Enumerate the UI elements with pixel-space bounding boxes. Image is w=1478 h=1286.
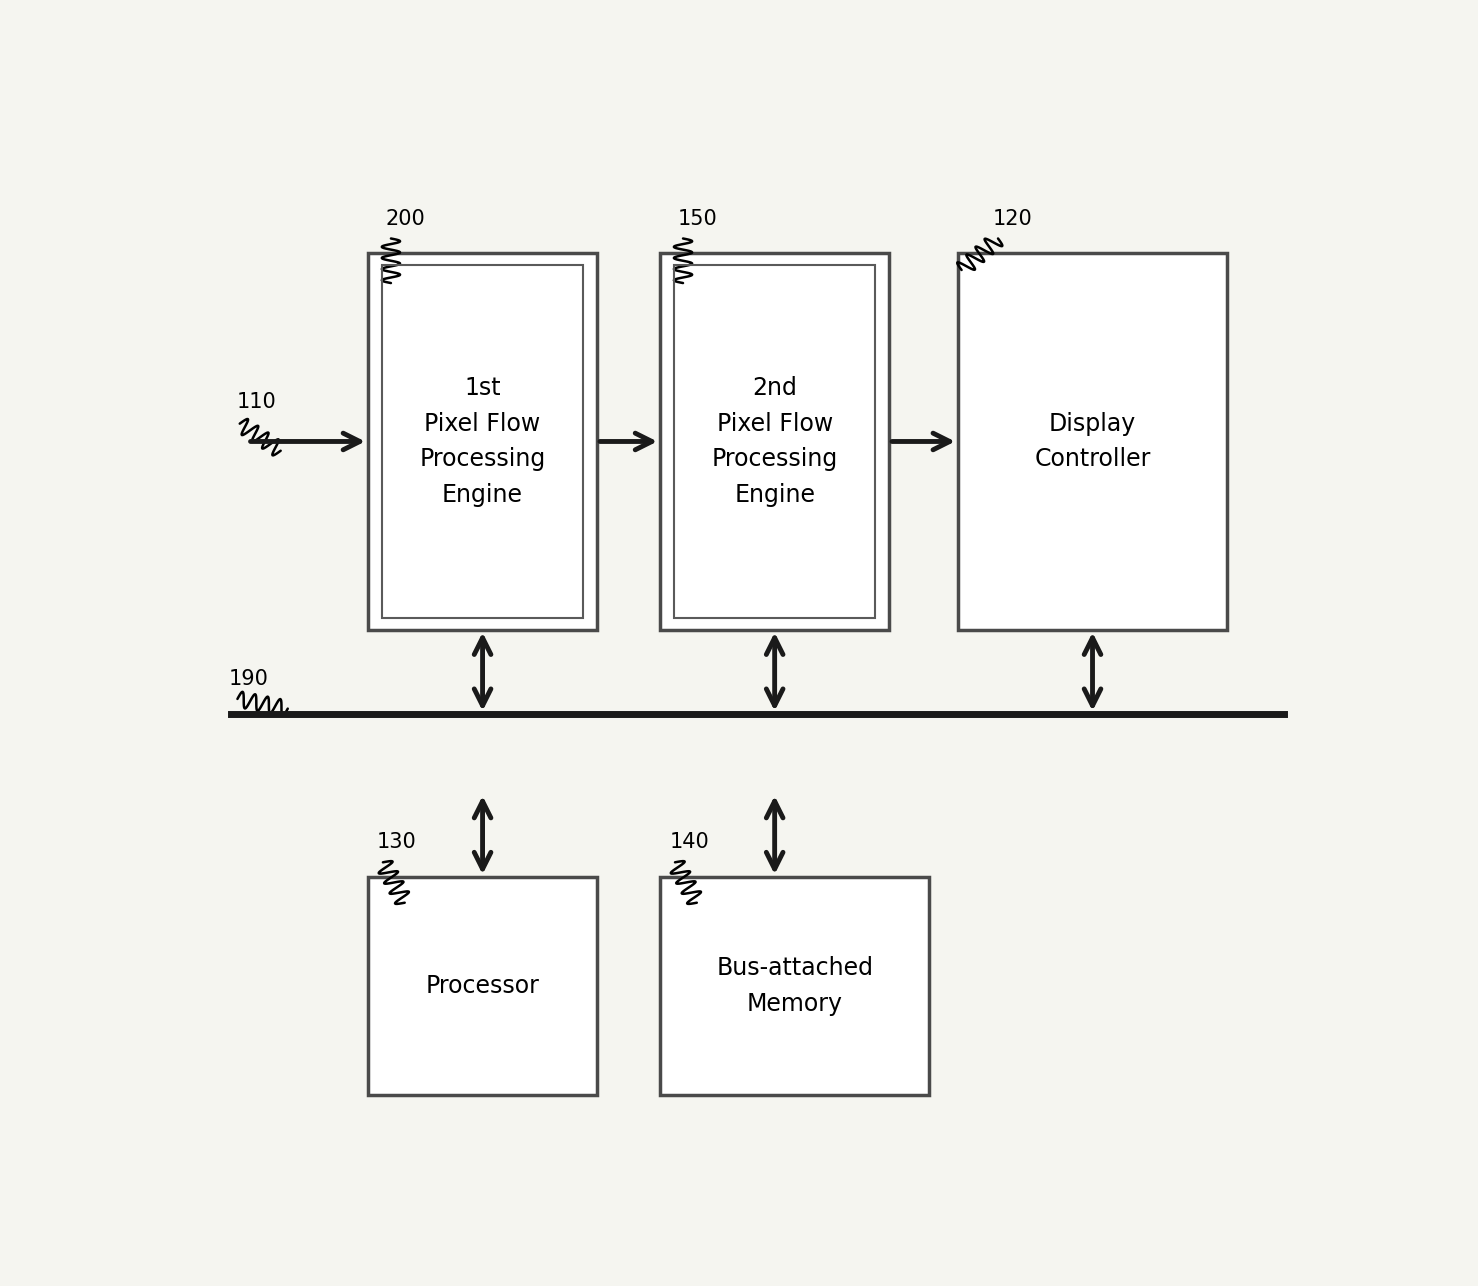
Text: 140: 140	[670, 832, 709, 853]
Bar	[661, 253, 890, 630]
Text: 2nd
Pixel Flow
Processing
Engine: 2nd Pixel Flow Processing Engine	[711, 377, 838, 507]
Bar	[368, 877, 597, 1096]
Text: 1st
Pixel Flow
Processing
Engine: 1st Pixel Flow Processing Engine	[420, 377, 545, 507]
Text: Bus-attached
Memory: Bus-attached Memory	[717, 957, 873, 1016]
Text: 200: 200	[386, 208, 426, 229]
Bar	[661, 877, 930, 1096]
Text: 150: 150	[677, 208, 717, 229]
Text: Display
Controller: Display Controller	[1035, 412, 1151, 471]
Bar	[674, 265, 875, 617]
Text: 110: 110	[236, 392, 276, 412]
Bar	[381, 265, 584, 617]
Text: Processor: Processor	[426, 974, 539, 998]
Bar	[958, 253, 1227, 630]
Text: 130: 130	[377, 832, 417, 853]
Text: 190: 190	[228, 669, 268, 689]
Text: 120: 120	[992, 208, 1032, 229]
Bar	[368, 253, 597, 630]
